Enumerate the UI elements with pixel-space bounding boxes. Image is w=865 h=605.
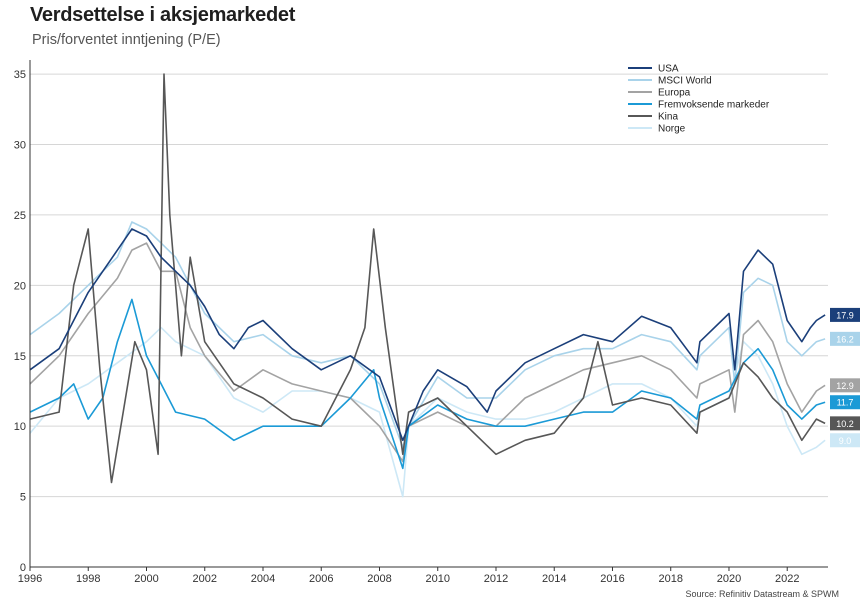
x-tick-label: 2022 — [775, 573, 799, 585]
last-value-badge — [830, 416, 860, 431]
y-tick-label: 10 — [14, 421, 26, 433]
y-tick-label: 30 — [14, 140, 26, 152]
series-line-norge — [29, 326, 826, 498]
last-value-label: 11.7 — [837, 398, 854, 408]
last-value-badge — [830, 433, 860, 448]
x-tick-label: 2006 — [309, 573, 333, 585]
x-tick-label: 2002 — [193, 573, 217, 585]
last-value-badge — [830, 395, 860, 410]
y-tick-label: 35 — [14, 69, 26, 81]
x-tick-label: 2008 — [367, 573, 391, 585]
y-tick-label: 20 — [14, 280, 26, 292]
x-tick-label: 1996 — [18, 573, 42, 585]
legend-label: Kina — [658, 112, 678, 123]
legend-label: MSCI World — [658, 76, 712, 87]
legend-label: USA — [658, 64, 679, 75]
x-tick-label: 2016 — [600, 573, 624, 585]
last-value-label: 12.9 — [836, 381, 854, 391]
last-value-label: 9.0 — [839, 436, 852, 446]
last-value-badge — [830, 378, 860, 393]
y-tick-label: 0 — [20, 562, 26, 574]
axes: 0 5 10 15 20 25 30 35 1996 1998 2000 2002 2004 2006 20… — [14, 60, 828, 585]
last-value-badge — [830, 307, 860, 322]
series-line-msci-world — [29, 221, 826, 449]
legend-label: Fremvoksende markeder — [658, 100, 770, 111]
x-tick-label: 2010 — [425, 573, 449, 585]
last-value-badges: 17.9 16.2 12.9 11.7 10.2 9.0 — [830, 307, 860, 448]
last-value-label: 16.2 — [836, 334, 854, 344]
last-value-label: 10.2 — [836, 419, 854, 429]
y-tick-label: 25 — [14, 210, 26, 222]
legend-label: Europa — [658, 88, 691, 99]
x-tick-label: 1998 — [76, 573, 100, 585]
chart-title: Verdsettelse i aksjemarkedet — [30, 4, 296, 26]
legend-label: Norge — [658, 124, 686, 135]
series-line-usa — [29, 228, 826, 442]
series-line-europa — [29, 242, 826, 463]
x-tick-label: 2000 — [134, 573, 158, 585]
grid-lines — [30, 73, 828, 568]
x-tick-label: 2018 — [658, 573, 682, 585]
series-line-kina — [29, 73, 826, 484]
series-lines — [29, 73, 826, 498]
chart-subtitle: Pris/forventet inntjening (P/E) — [32, 32, 221, 48]
y-tick-label: 5 — [20, 492, 26, 504]
y-tick-label: 15 — [14, 351, 26, 363]
x-tick-label: 2020 — [717, 573, 741, 585]
last-value-label: 17.9 — [836, 310, 854, 320]
x-tick-label: 2004 — [251, 573, 275, 585]
x-tick-label: 2012 — [484, 573, 508, 585]
last-value-badge — [830, 331, 860, 346]
source-note: Source: Refinitiv Datastream & SPWM — [685, 589, 839, 599]
x-tick-label: 2014 — [542, 573, 566, 585]
